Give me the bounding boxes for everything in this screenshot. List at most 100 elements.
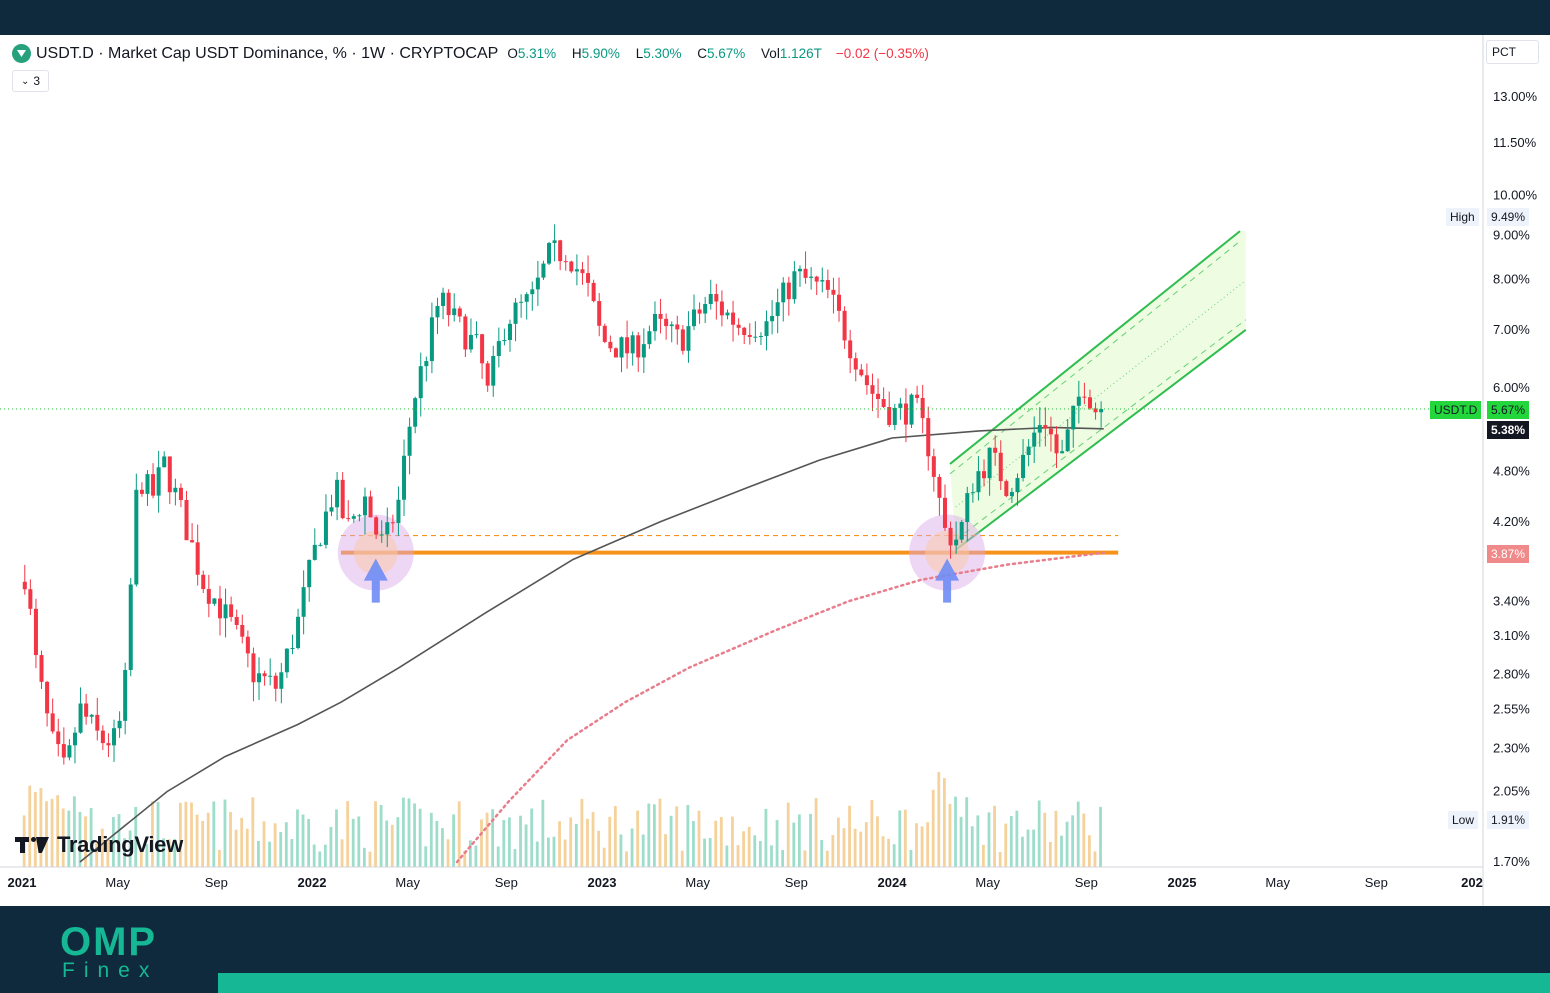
candle-body [1093, 408, 1098, 413]
bounce-arrows [363, 558, 960, 603]
volume-bar [89, 808, 93, 867]
indicators-collapse-button[interactable]: ⌄ 3 [12, 70, 49, 92]
candle-body [686, 326, 691, 351]
volume-bar [987, 812, 991, 867]
volume-bar [50, 798, 54, 867]
volume-bar [491, 809, 495, 867]
volume-bar [284, 822, 288, 867]
top-band [0, 0, 1550, 25]
scale-mode-button[interactable]: PCT [1486, 40, 1539, 64]
volume-bar [424, 846, 428, 867]
volume-bar [72, 796, 76, 867]
candle-body [212, 598, 217, 604]
candle-body [786, 282, 791, 300]
volume-bar [524, 824, 528, 867]
candle-body [809, 276, 814, 278]
volume-bar [881, 836, 885, 867]
volume-bar [1032, 829, 1036, 867]
volume-bar [229, 811, 232, 867]
high-value-tag: 9.49% [1487, 208, 1530, 226]
volume-bar [680, 850, 684, 867]
candle-body [301, 587, 306, 617]
candle-body [519, 301, 524, 303]
candle-body [931, 456, 936, 477]
volume-bar [167, 839, 171, 867]
indicator-count: 3 [33, 74, 41, 88]
volume-bar [184, 801, 188, 867]
volume-bar [173, 838, 177, 867]
axes: 13.00% 11.50% 10.00% 9.00% 8.00% 7.00% 6.00% 4.… [0, 35, 1538, 906]
candle-body [290, 648, 295, 650]
volume-bar [658, 798, 662, 867]
volume-bar [28, 785, 32, 867]
candle-body [134, 489, 139, 585]
moving-average-long [79, 426, 1104, 863]
candle-body [251, 653, 256, 683]
volume-bar [335, 809, 338, 867]
volume-bar [502, 820, 506, 867]
symbol-title[interactable]: USDT.D · Market Cap USDT Dominance, % · … [36, 44, 499, 62]
candle-body [613, 348, 618, 358]
candle-body [452, 308, 457, 316]
candle-body [513, 302, 518, 324]
candle-body [708, 294, 713, 305]
candle-body [323, 511, 328, 545]
candle-body [156, 467, 161, 496]
candle-body [597, 301, 602, 326]
volume-bar [770, 845, 773, 867]
volume-bar [775, 820, 779, 867]
volume-bar [686, 805, 690, 867]
candle-body [312, 544, 317, 560]
price-chart[interactable]: 13.00% 11.50% 10.00% 9.00% 8.00% 7.00% 6.00% 4.… [0, 35, 1550, 906]
candle-body [825, 280, 830, 290]
volume-bar [931, 789, 935, 867]
candle-body [697, 309, 702, 314]
candle-body [881, 399, 886, 408]
chart-panel[interactable]: 13.00% 11.50% 10.00% 9.00% 8.00% 7.00% 6.00% 4.… [0, 35, 1550, 906]
volume-bar [736, 845, 740, 867]
volume-bar [268, 841, 271, 867]
volume-bar [898, 810, 902, 867]
time-tick-label: May [1265, 875, 1290, 890]
volume-bar [178, 802, 182, 867]
volume-bar [714, 820, 718, 867]
volume-bar [418, 808, 422, 867]
candle-body [362, 496, 367, 516]
volume-bar [619, 834, 623, 867]
candle-body [837, 294, 842, 311]
candle-body [296, 616, 301, 649]
candle-body [1015, 478, 1020, 493]
volume-bar [797, 814, 801, 867]
volume-bar [580, 798, 584, 867]
ohlc-values: O5.31% H5.90% L5.30% C5.67% Vol1.126T [507, 46, 834, 61]
candle-body [753, 336, 758, 338]
candle-body [190, 540, 195, 543]
low-key: L [635, 46, 644, 61]
candle-body [781, 282, 786, 303]
high-key: H [571, 46, 582, 61]
candle-body [569, 261, 574, 272]
candle-body [139, 489, 144, 494]
candle-body [859, 369, 864, 376]
volume-bar [697, 810, 701, 867]
volume-bar [1037, 800, 1041, 867]
channel-fill [950, 231, 1246, 550]
volume-bar [965, 797, 969, 867]
volume-bar [374, 801, 377, 867]
close-value: 5.67% [707, 46, 746, 61]
volume-bar [915, 823, 918, 867]
volume-bar [234, 829, 238, 867]
candle-body [1021, 454, 1026, 479]
candle-body [340, 479, 345, 519]
volume-bar [145, 844, 149, 867]
time-tick-label: 2021 [8, 875, 37, 890]
time-tick-label: 2022 [298, 875, 327, 890]
volume-bar [892, 844, 896, 867]
candle-body [195, 542, 200, 575]
candle-body [318, 544, 323, 546]
candle-body [770, 316, 775, 322]
volume-bar [809, 813, 812, 867]
candle-body [407, 426, 412, 456]
candle-body [468, 334, 473, 350]
candle-body [245, 636, 250, 654]
